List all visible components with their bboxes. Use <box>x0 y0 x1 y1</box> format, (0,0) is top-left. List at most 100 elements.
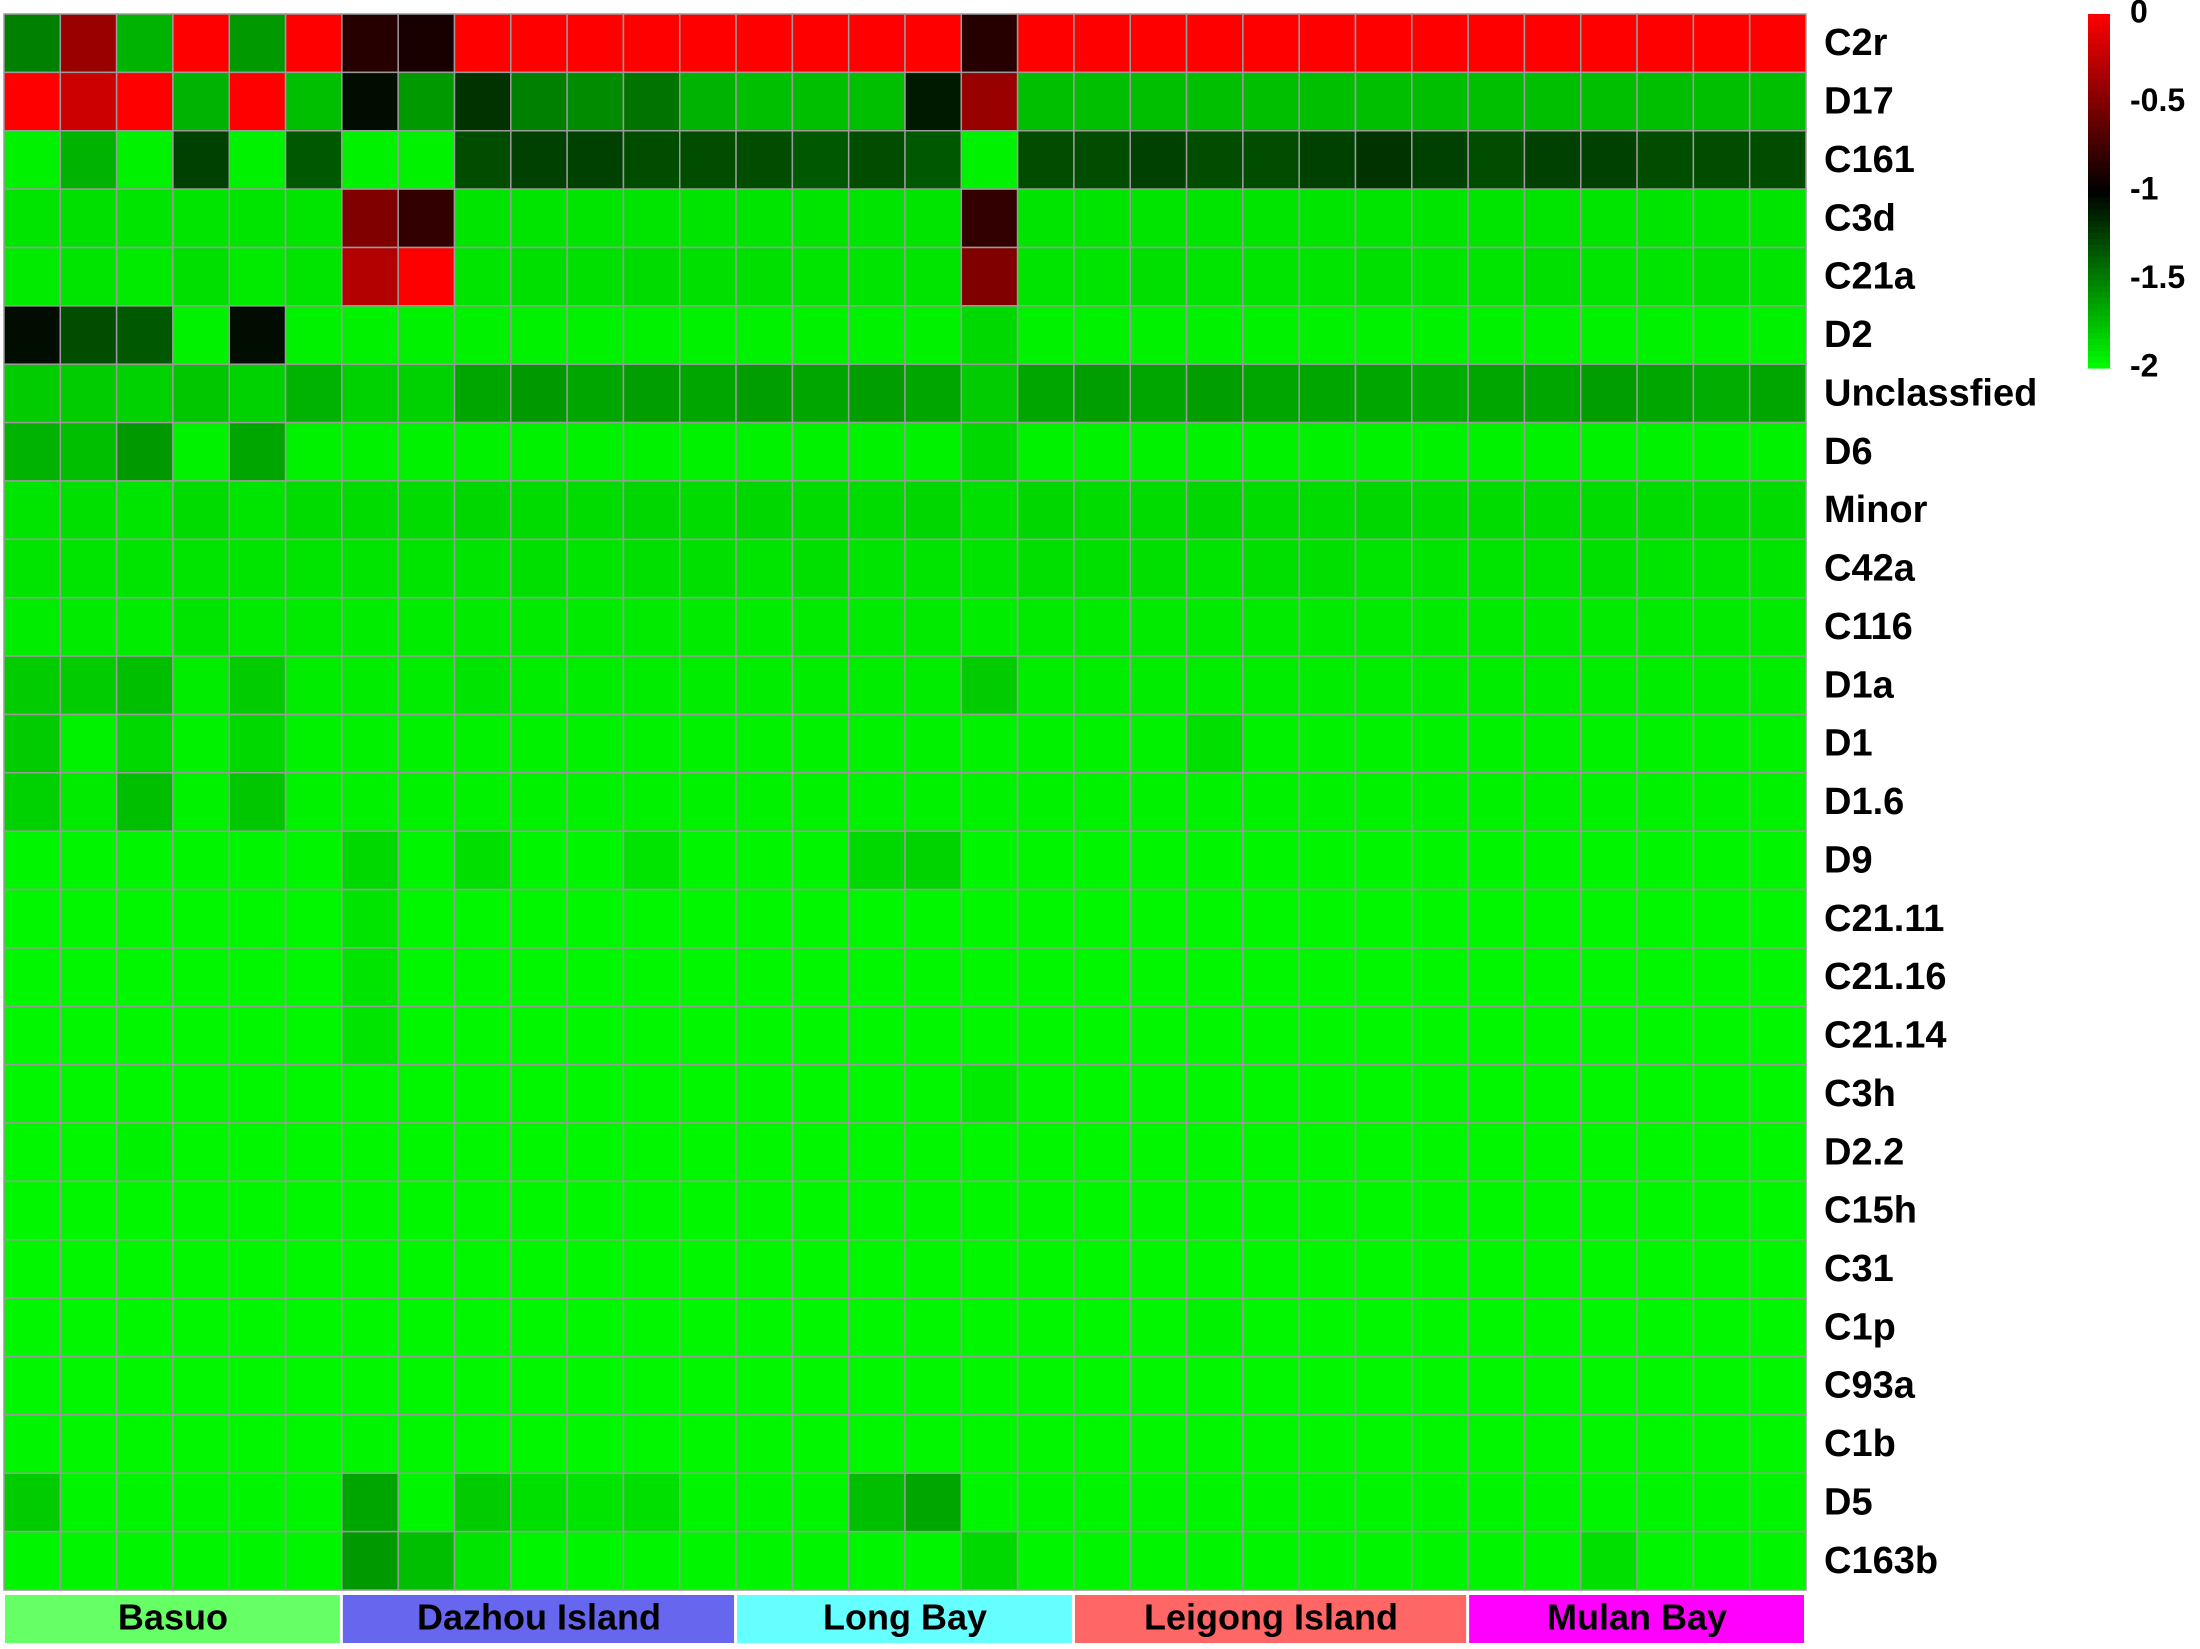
cell <box>3 1063 62 1124</box>
cell <box>1692 596 1751 657</box>
legend-tick-label: -1.5 <box>2130 259 2185 295</box>
cell <box>341 538 399 599</box>
cell <box>228 713 287 774</box>
cell <box>1523 830 1582 891</box>
cell <box>679 1122 737 1183</box>
cell <box>228 421 287 482</box>
cell <box>1748 655 1807 716</box>
cell <box>510 947 568 1008</box>
cell <box>1185 305 1244 365</box>
cell <box>847 363 906 424</box>
cell <box>1411 363 1469 424</box>
cell <box>1073 1180 1131 1241</box>
cell <box>1523 1180 1582 1241</box>
cell <box>960 1414 1019 1475</box>
cell <box>1242 363 1300 424</box>
cell <box>1129 655 1188 716</box>
legend-gradient <box>2088 338 2110 345</box>
cell <box>115 1005 174 1066</box>
cell <box>791 480 850 541</box>
cell <box>1354 1472 1413 1533</box>
cell <box>1073 655 1131 716</box>
cell <box>1636 1122 1695 1183</box>
cell <box>735 596 794 657</box>
cell <box>1636 1472 1695 1533</box>
cell <box>397 129 456 190</box>
cell <box>284 830 343 891</box>
cell <box>397 305 456 365</box>
cell <box>1298 655 1357 716</box>
cell <box>397 1297 456 1358</box>
cell <box>59 888 118 949</box>
cell <box>847 1297 906 1358</box>
cell <box>341 129 399 190</box>
cell <box>3 830 62 891</box>
cell <box>1129 1063 1188 1124</box>
cell <box>1354 305 1413 365</box>
cell <box>1016 1297 1075 1358</box>
cell <box>172 1063 230 1124</box>
cell <box>1636 772 1695 832</box>
cell <box>847 1239 906 1299</box>
cell <box>1185 13 1244 74</box>
cell <box>341 1297 399 1358</box>
cell <box>1073 1414 1131 1475</box>
cell <box>679 888 737 949</box>
cell <box>847 655 906 716</box>
cell <box>735 772 794 832</box>
cell <box>397 246 456 307</box>
legend-gradient <box>2088 143 2110 151</box>
cell <box>1523 1239 1582 1299</box>
cell <box>960 421 1019 482</box>
cell <box>1692 888 1751 949</box>
cell <box>1636 188 1695 249</box>
cell <box>960 947 1019 1008</box>
cell <box>566 1180 625 1241</box>
cell <box>3 538 62 599</box>
legend-gradient <box>2088 285 2110 292</box>
cell <box>1242 246 1300 307</box>
cell <box>341 188 399 249</box>
cell <box>622 538 681 599</box>
cell <box>1242 1239 1300 1299</box>
cell <box>1298 1414 1357 1475</box>
cell <box>960 888 1019 949</box>
cell <box>1523 655 1582 716</box>
legend-gradient <box>2088 37 2110 45</box>
cell <box>566 188 625 249</box>
legend-gradient <box>2088 255 2110 263</box>
cell <box>1748 1355 1807 1416</box>
cell <box>791 246 850 307</box>
cell <box>1523 947 1582 1008</box>
row-label: C1b <box>1824 1423 1896 1465</box>
legend-gradient <box>2088 208 2110 216</box>
cell <box>1692 1005 1751 1066</box>
cell <box>1016 1414 1075 1475</box>
cell <box>1580 305 1638 365</box>
cell <box>1748 246 1807 307</box>
legend-tick-label: -0.5 <box>2130 82 2185 118</box>
cell <box>566 305 625 365</box>
cell <box>960 129 1019 190</box>
row-label: D1 <box>1824 723 1873 765</box>
cell <box>1748 480 1807 541</box>
cell <box>1016 947 1075 1008</box>
cell <box>622 305 681 365</box>
legend-gradient <box>2088 220 2110 227</box>
cell <box>847 830 906 891</box>
legend-gradient <box>2088 273 2110 281</box>
cell <box>791 1005 850 1066</box>
cell <box>735 188 794 249</box>
cell <box>172 1414 230 1475</box>
cell <box>735 888 794 949</box>
cell <box>1411 1122 1469 1183</box>
cell <box>1748 13 1807 74</box>
cell <box>904 305 963 365</box>
cell <box>510 363 568 424</box>
cell <box>284 1180 343 1241</box>
cell <box>791 363 850 424</box>
cell <box>172 188 230 249</box>
cell <box>228 538 287 599</box>
cell <box>3 1239 62 1299</box>
cell <box>1636 888 1695 949</box>
